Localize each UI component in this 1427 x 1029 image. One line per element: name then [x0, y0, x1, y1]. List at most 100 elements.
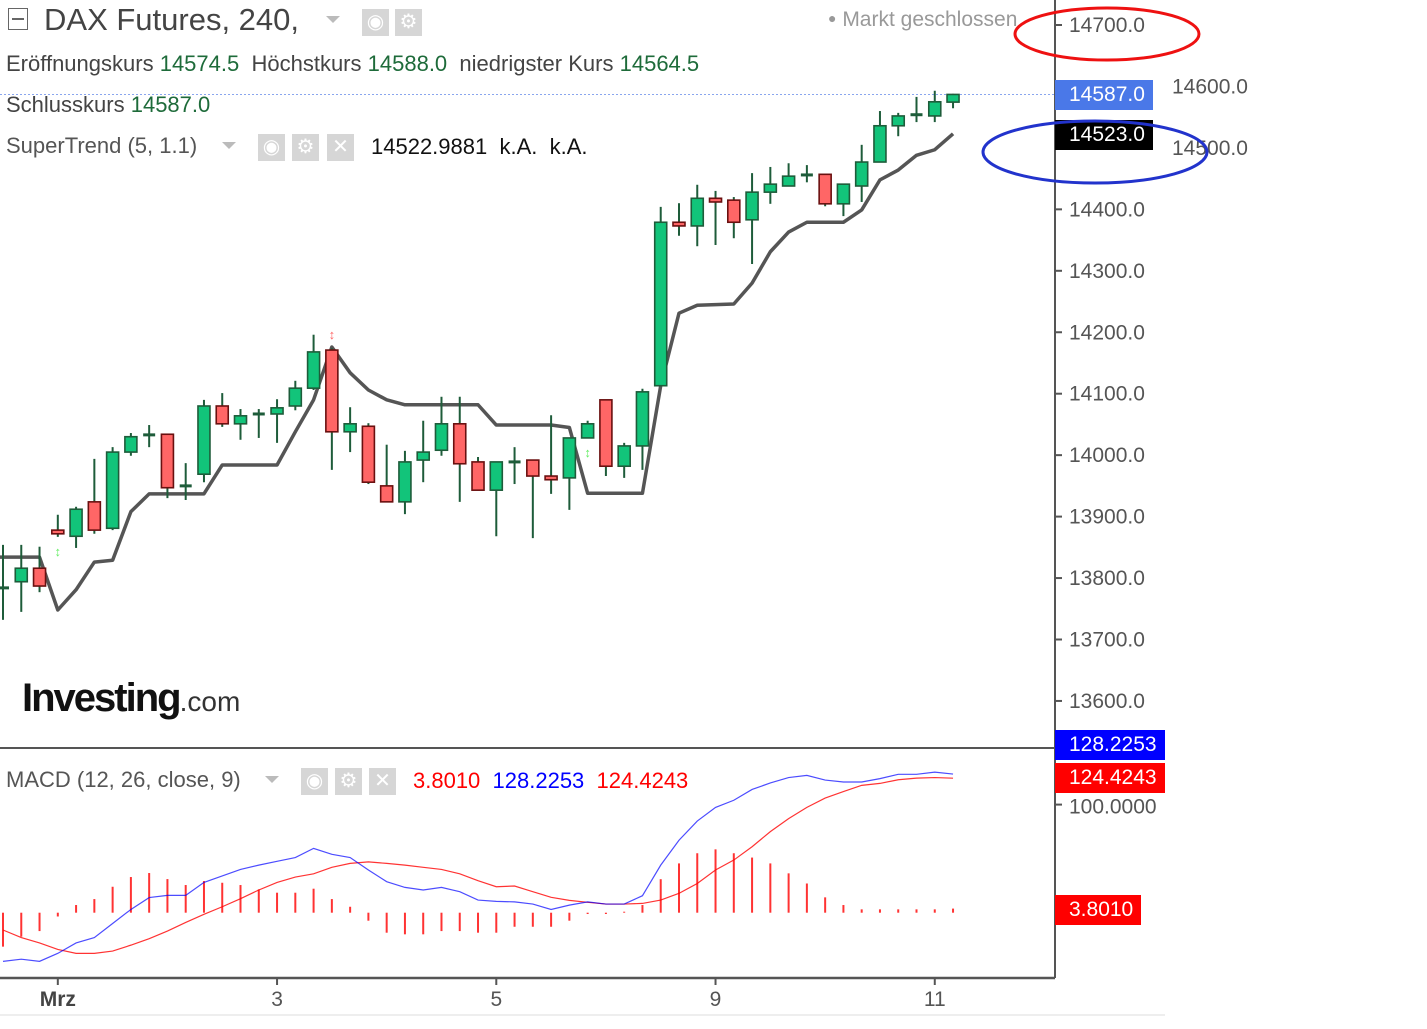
time-axis[interactable]: Mrz 3 5 9 11: [40, 978, 946, 1011]
candle[interactable]: [32, 546, 47, 593]
price-tick-label: 13800.0: [1069, 567, 1145, 590]
candle-body: [653, 221, 668, 387]
candle[interactable]: [160, 433, 175, 499]
candle-body: [599, 399, 613, 468]
candle[interactable]: [818, 173, 832, 207]
price-tick-label: 13600.0: [1069, 690, 1145, 713]
candle[interactable]: [69, 506, 83, 548]
candle[interactable]: [288, 380, 303, 411]
candle[interactable]: [653, 206, 668, 387]
candle[interactable]: [562, 437, 577, 510]
candle[interactable]: [910, 96, 923, 123]
macd-dropdown-icon[interactable]: [265, 776, 279, 783]
macd-gear-icon[interactable]: ⚙: [335, 768, 362, 795]
candle[interactable]: [306, 334, 321, 391]
instrument-title[interactable]: DAX Futures, 240,: [44, 2, 300, 37]
candle-body: [51, 529, 65, 535]
macd-close-icon[interactable]: ✕: [369, 768, 396, 795]
candle[interactable]: [416, 420, 431, 483]
candle[interactable]: [544, 415, 558, 494]
open-value: 14574.5: [159, 51, 240, 76]
candle-body: [946, 93, 960, 103]
candle[interactable]: [233, 409, 248, 440]
candle[interactable]: [580, 420, 595, 439]
candle-body: [489, 461, 504, 491]
candle[interactable]: [215, 393, 230, 427]
candle[interactable]: [0, 544, 9, 620]
candle[interactable]: [452, 396, 467, 502]
candle[interactable]: [526, 459, 540, 539]
candle[interactable]: [617, 442, 631, 478]
candle-body: [379, 485, 394, 503]
macd-panel[interactable]: [2, 771, 955, 962]
candle[interactable]: [434, 396, 449, 456]
candle[interactable]: [836, 183, 851, 217]
candle[interactable]: [781, 163, 796, 187]
candle[interactable]: [252, 409, 265, 438]
candle[interactable]: [927, 90, 942, 123]
price-panel[interactable]: ↕ ↕ ↕: [0, 90, 1055, 620]
close-label: Schlusskurs: [6, 92, 125, 117]
candle[interactable]: [489, 461, 504, 537]
price-tick-label: 14700.0: [1069, 14, 1145, 37]
candle[interactable]: [14, 544, 29, 612]
candle[interactable]: [361, 423, 376, 485]
supertrend-dropdown-icon[interactable]: [222, 142, 236, 149]
candle-body: [69, 508, 83, 538]
supertrend-eye-icon[interactable]: ◉: [258, 134, 285, 161]
candle[interactable]: [179, 463, 192, 501]
candle[interactable]: [891, 112, 906, 137]
candle[interactable]: [946, 93, 960, 109]
candle-body: [215, 405, 230, 425]
candle-body: [781, 175, 796, 187]
candle-body: [873, 124, 887, 163]
supertrend-label[interactable]: SuperTrend (5, 1.1): [6, 133, 198, 158]
candle[interactable]: [270, 399, 284, 443]
price-axis[interactable]: 14700.0 14600.0 14500.0 14400.0 14300.0 14200…: [1055, 14, 1248, 819]
candle[interactable]: [854, 144, 869, 202]
supertrend-price-tag: 14523.0: [1055, 120, 1153, 150]
candle[interactable]: [105, 447, 120, 531]
candle[interactable]: [471, 456, 485, 491]
macd-label[interactable]: MACD (12, 26, close, 9): [6, 767, 241, 792]
supertrend-value-3: k.A.: [549, 134, 588, 159]
title-dropdown-icon[interactable]: [326, 16, 340, 23]
candle[interactable]: [800, 165, 813, 183]
price-tick-label: 14600.0: [1172, 75, 1248, 98]
macd-signal-tag: 124.4243: [1055, 763, 1165, 793]
candle[interactable]: [763, 166, 778, 204]
candle[interactable]: [690, 184, 705, 247]
candle[interactable]: [726, 197, 741, 239]
candle[interactable]: [398, 450, 412, 515]
candle[interactable]: [708, 190, 723, 245]
candle[interactable]: [143, 425, 156, 448]
candle[interactable]: [325, 348, 339, 470]
time-tick-label: 11: [924, 988, 946, 1011]
candle-body: [726, 199, 741, 224]
candle[interactable]: [343, 407, 357, 453]
gear-icon[interactable]: ⚙: [395, 9, 422, 36]
price-tick-label: 13700.0: [1069, 629, 1145, 652]
supertrend-close-icon[interactable]: ✕: [327, 134, 354, 161]
candle[interactable]: [873, 111, 887, 163]
candle[interactable]: [51, 514, 65, 537]
candle[interactable]: [87, 458, 102, 534]
time-tick-label: 5: [490, 988, 502, 1011]
candle[interactable]: [197, 399, 211, 483]
eye-icon[interactable]: ◉: [362, 9, 389, 36]
candle[interactable]: [672, 203, 686, 236]
macd-signal-line: [2, 776, 954, 954]
candle[interactable]: [508, 447, 521, 485]
candle-body: [763, 183, 778, 193]
macd-eye-icon[interactable]: ◉: [301, 768, 328, 795]
candle[interactable]: [379, 444, 394, 503]
candle[interactable]: [599, 399, 613, 477]
collapse-legend-icon[interactable]: [8, 8, 28, 30]
candle[interactable]: [745, 173, 759, 265]
candle[interactable]: [635, 388, 650, 470]
candle-body: [105, 451, 120, 530]
price-tick-label: 13900.0: [1069, 506, 1145, 529]
supertrend-gear-icon[interactable]: ⚙: [292, 134, 319, 161]
candle[interactable]: [124, 433, 138, 456]
